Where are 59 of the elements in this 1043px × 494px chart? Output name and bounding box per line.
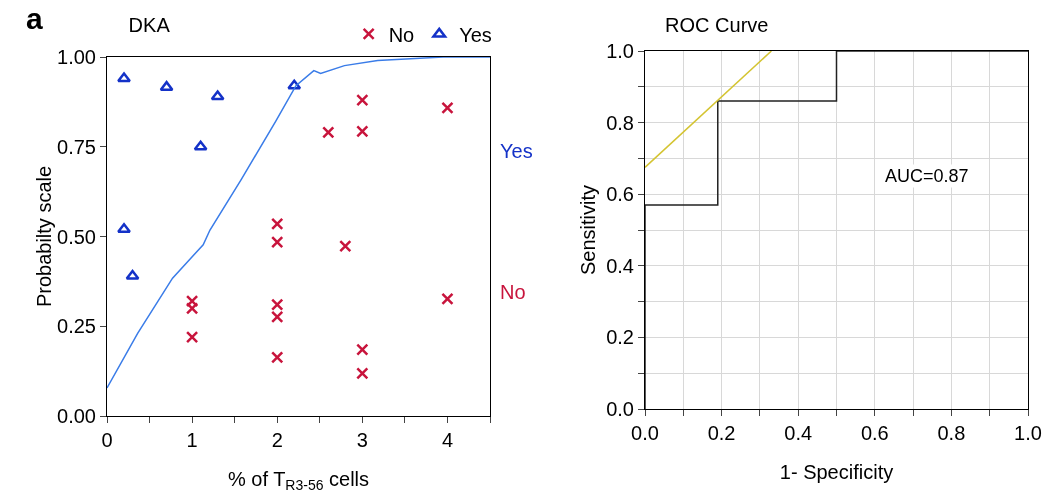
point xyxy=(322,126,335,139)
point xyxy=(270,298,284,311)
point xyxy=(270,310,284,324)
x-tick-label: 2 xyxy=(271,429,283,451)
point xyxy=(210,90,225,101)
y-tick-label: 0.8 xyxy=(606,111,634,134)
y-axis-title: Sensitivity xyxy=(577,184,599,276)
point xyxy=(441,292,454,306)
chart-title: DKA xyxy=(128,14,171,36)
x-axis-title: 1- Specificity xyxy=(779,461,894,483)
point xyxy=(287,79,302,90)
text: No xyxy=(500,281,526,303)
y-tick-label: 0.25 xyxy=(57,315,96,338)
point xyxy=(441,101,454,115)
text: 1.00 xyxy=(57,46,96,68)
text: 0.00 xyxy=(57,405,96,427)
point xyxy=(193,140,208,151)
point xyxy=(270,235,284,249)
point xyxy=(185,330,199,344)
text: 0.0 xyxy=(631,422,659,444)
annotation: AUC=0.87 xyxy=(885,166,969,186)
point xyxy=(159,80,174,91)
chart-title: ROC Curve xyxy=(665,14,769,36)
x-tick-label: 0.8 xyxy=(937,422,966,444)
point xyxy=(339,239,352,253)
x-axis-title: % of T$_{R3-56}$ cells xyxy=(227,468,370,494)
y-axis-title: Probabilty scale xyxy=(33,165,56,308)
y-tick-label: 0.6 xyxy=(606,183,634,206)
text: 1.0 xyxy=(606,40,634,62)
x-tick-label: 0.6 xyxy=(860,422,889,444)
x-tick-label: 3 xyxy=(356,429,368,451)
x-tick-label: 4 xyxy=(441,429,453,451)
y-tick-label: 0.4 xyxy=(606,254,634,277)
legend-label: Yes xyxy=(459,23,492,46)
x-tick-label: 0 xyxy=(101,429,113,451)
y-tick-label: 0.75 xyxy=(57,135,96,158)
y-tick-label: 0.2 xyxy=(606,326,634,349)
x-tick-label: 0.4 xyxy=(784,422,813,444)
x-tick-label: 1 xyxy=(186,429,198,451)
point xyxy=(270,351,284,364)
text: 1.0 xyxy=(1014,422,1042,444)
point xyxy=(356,343,369,356)
legend-label: No xyxy=(388,23,415,46)
point xyxy=(117,72,132,83)
line-series xyxy=(107,57,490,389)
point xyxy=(270,217,284,231)
point xyxy=(356,125,369,138)
point xyxy=(356,367,369,380)
x-tick-label: 0.2 xyxy=(707,422,736,444)
text: 0.0 xyxy=(606,398,634,420)
text: 0.50 xyxy=(57,225,96,248)
line-series xyxy=(645,51,1028,409)
text: Yes xyxy=(500,140,533,162)
point xyxy=(185,294,199,308)
point xyxy=(125,269,140,280)
point xyxy=(117,223,132,234)
point xyxy=(356,93,369,107)
point xyxy=(185,302,199,315)
text: a xyxy=(26,2,43,35)
